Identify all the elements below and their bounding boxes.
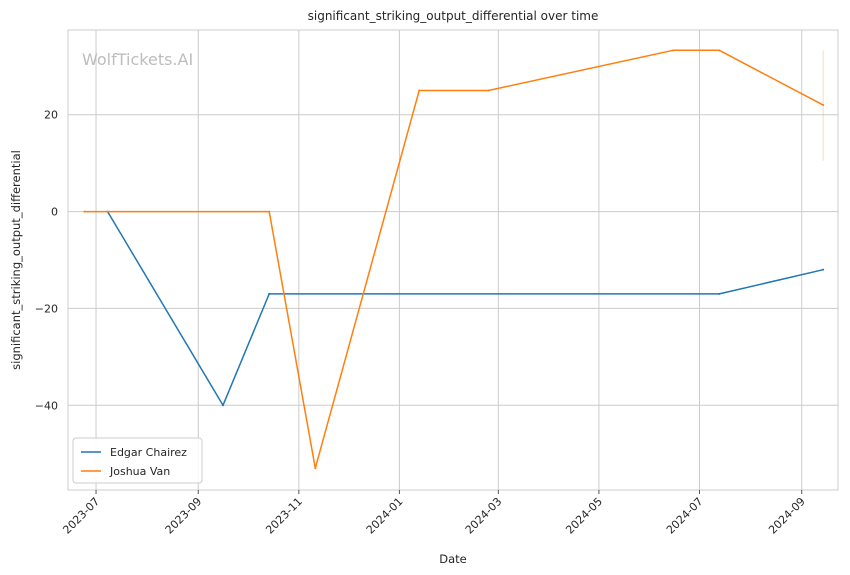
data-point [487,89,490,92]
chart-title: significant_striking_output_differential… [308,9,599,23]
y-tick-label: −40 [35,399,58,412]
data-point [718,292,721,295]
data-point [83,210,86,213]
watermark: WolfTickets.AI [82,50,193,69]
y-axis-ticks: −40 −20 0 20 [35,109,58,413]
y-tick-label: 0 [51,206,58,219]
data-point [672,49,675,52]
data-point [718,49,721,52]
data-point [314,467,317,470]
y-tick-label: −20 [35,302,58,315]
legend: Edgar Chairez Joshua Van [72,437,203,484]
legend-box [72,437,203,484]
plot-frame [67,29,839,491]
data-point [221,404,224,407]
data-point [418,89,421,92]
data-point [822,104,825,107]
y-tick-label: 20 [44,109,58,122]
data-point [268,210,271,213]
legend-label: Joshua Van [109,465,170,478]
x-axis-title: Date [439,552,467,566]
series-layer [83,49,825,470]
series-line-1 [84,49,824,469]
legend-label: Edgar Chairez [110,446,187,459]
data-point [822,268,825,271]
y-axis-title: significant_striking_output_differential [9,150,23,370]
data-point [268,292,271,295]
